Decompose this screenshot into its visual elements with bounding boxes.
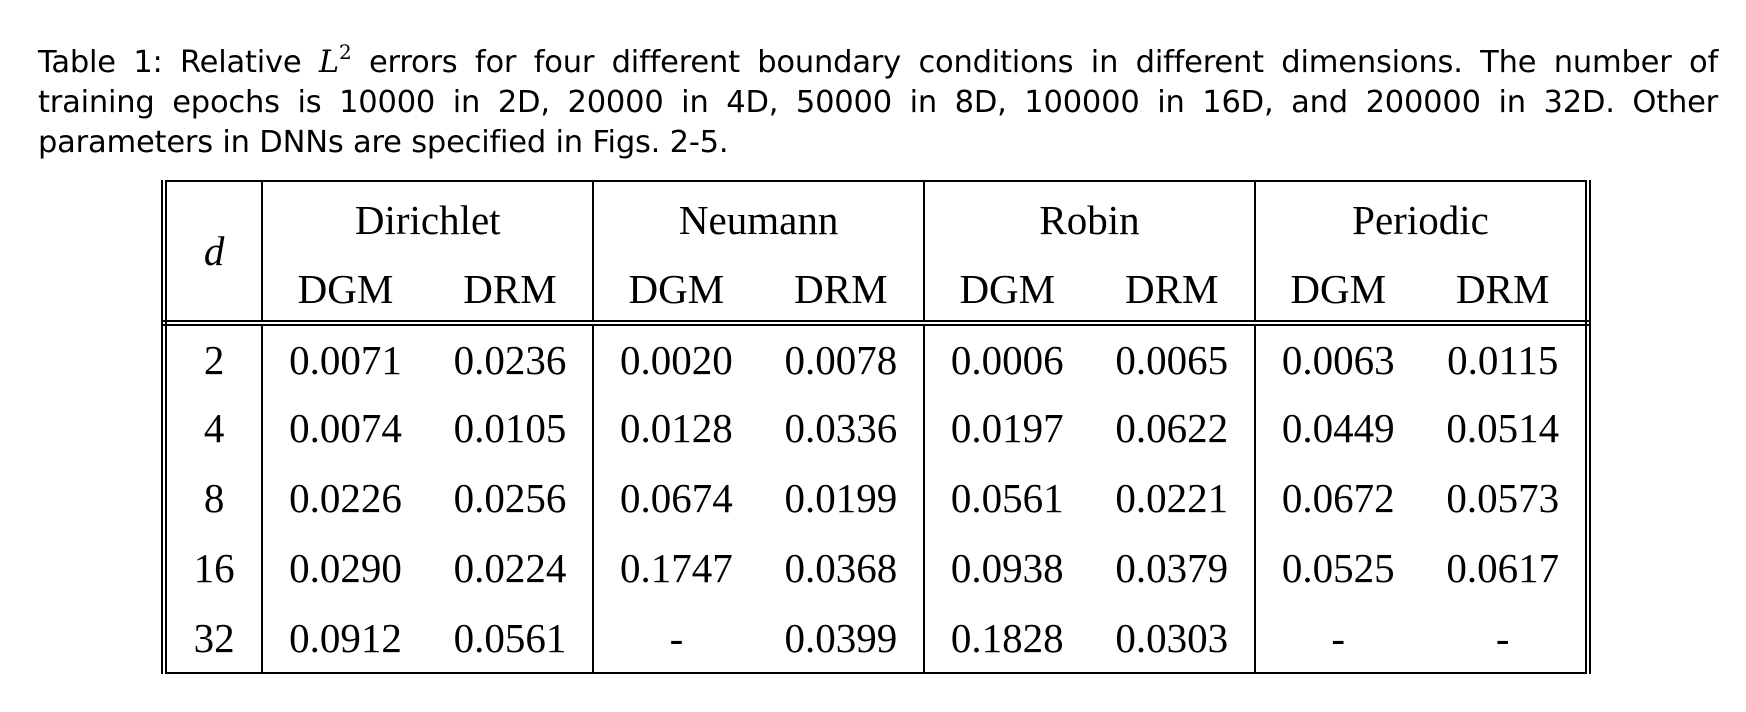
table-row: 32 0.0912 0.0561 - 0.0399 0.1828 0.0303 …: [160, 603, 1591, 674]
value-cell: 0.0224: [453, 545, 567, 591]
group-header-row: d Dirichlet Neumann Robin Periodic: [160, 180, 1592, 326]
dimension-cell: 32: [160, 603, 263, 674]
value-cell: 0.0071: [261, 323, 428, 393]
value-cell: 0.0256: [453, 475, 567, 521]
value-cell: 0.0128: [592, 393, 759, 463]
value-cell: -: [1253, 603, 1421, 674]
value-cell: 0.0006: [923, 323, 1090, 393]
caption-math-exponent: 2: [338, 40, 352, 64]
group-header-robin: Robin: [923, 180, 1255, 257]
value-cell: -: [592, 603, 759, 674]
value-cell: 0.1828: [923, 603, 1090, 674]
value-cell: 0.0303: [1089, 603, 1255, 674]
value-cell: 0.0561: [923, 463, 1090, 533]
method-header-periodic-drm: DRM: [1420, 257, 1591, 326]
value-cell: 0.0115: [1420, 323, 1591, 393]
value-cell: 0.0672: [1253, 463, 1421, 533]
method-header-robin-drm: DRM: [1089, 257, 1255, 326]
method-header-neumann-drm: DRM: [758, 257, 925, 326]
table-row: 4 0.0074 0.0105 0.0128 0.0336 0.0197 0.0…: [160, 393, 1591, 463]
group-header-neumann: Neumann: [592, 180, 925, 257]
value-cell: 0.0199: [784, 475, 898, 521]
caption-math-symbol: L: [318, 45, 339, 81]
value-cell: 0.0368: [784, 545, 898, 591]
method-header-neumann-dgm: DGM: [592, 257, 759, 326]
group-header-dirichlet: Dirichlet: [261, 180, 594, 257]
caption-prefix: Table 1: Relative: [38, 45, 319, 81]
value-cell: 0.0449: [1253, 393, 1421, 463]
method-header-dirichlet-drm: DRM: [427, 257, 594, 326]
dimension-cell: 8: [160, 463, 263, 533]
value-cell: 0.0379: [1115, 545, 1229, 591]
value-cell: 0.0336: [784, 405, 898, 451]
value-cell: 0.0221: [1115, 475, 1229, 521]
group-header-periodic: Periodic: [1253, 180, 1592, 257]
dimension-header: d: [160, 180, 263, 326]
value-cell: 0.0938: [923, 533, 1090, 603]
table-row: 16 0.0290 0.0224 0.1747 0.0368 0.0938 0.…: [160, 533, 1591, 603]
value-cell: 0.0020: [592, 323, 759, 393]
value-cell: 0.0236: [453, 336, 567, 383]
value-cell: 0.0674: [592, 463, 759, 533]
dimension-cell: 4: [160, 393, 263, 463]
value-cell: 0.0399: [758, 603, 925, 674]
table-row: 2 0.0071 0.0236 0.0020 0.0078 0.0006 0.0…: [160, 323, 1591, 393]
table-caption: Table 1: Relative L2 errors for four dif…: [38, 34, 1718, 163]
method-header-dirichlet-dgm: DGM: [261, 257, 428, 326]
value-cell: 0.0525: [1253, 533, 1421, 603]
caption-text: errors for four different boundary condi…: [38, 45, 1718, 161]
value-cell: 0.0573: [1420, 463, 1591, 533]
dimension-cell: 16: [160, 533, 263, 603]
value-cell: -: [1420, 603, 1591, 674]
method-header-row: DGM DRM DGM DRM DGM DRM DGM DRM: [164, 257, 1591, 326]
value-cell: 0.0290: [261, 533, 428, 603]
value-cell: 0.0561: [427, 603, 594, 674]
caption-math-l2: L2: [318, 40, 352, 81]
value-cell: 0.0105: [453, 405, 567, 451]
value-cell: 0.0912: [261, 603, 428, 674]
method-header-periodic-dgm: DGM: [1253, 257, 1421, 326]
results-table-container: d Dirichlet Neumann Robin Periodic DGM D…: [160, 180, 1592, 674]
value-cell: 0.0063: [1253, 323, 1421, 393]
table-row: 8 0.0226 0.0256 0.0674 0.0199 0.0561 0.0…: [160, 463, 1591, 533]
value-cell: 0.0074: [261, 393, 428, 463]
value-cell: 0.0514: [1420, 393, 1591, 463]
value-cell: 0.1747: [592, 533, 759, 603]
value-cell: 0.0065: [1115, 336, 1229, 383]
method-header-robin-dgm: DGM: [923, 257, 1090, 326]
dimension-cell: 2: [160, 323, 263, 393]
results-table: d Dirichlet Neumann Robin Periodic DGM D…: [160, 180, 1592, 674]
value-cell: 0.0622: [1115, 405, 1229, 451]
value-cell: 0.0078: [784, 336, 898, 383]
value-cell: 0.0617: [1420, 533, 1591, 603]
value-cell: 0.0226: [261, 463, 428, 533]
value-cell: 0.0197: [923, 393, 1090, 463]
